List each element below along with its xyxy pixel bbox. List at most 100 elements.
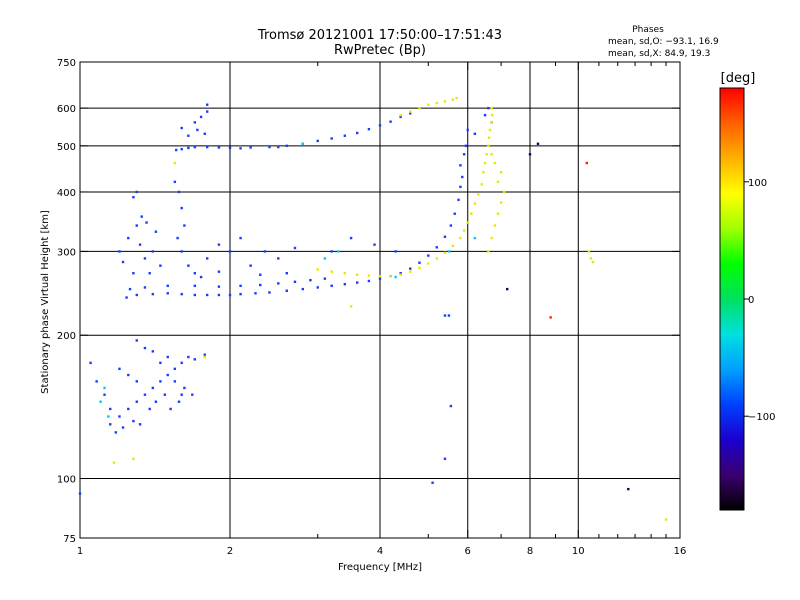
data-point [443, 251, 447, 255]
data-point [159, 361, 162, 365]
data-point [180, 147, 183, 151]
data-point [228, 250, 232, 253]
data-point [277, 257, 280, 260]
y-tick-label: 600 [57, 104, 76, 115]
data-point [459, 164, 462, 167]
data-point [473, 236, 477, 240]
data-point [473, 132, 477, 135]
data-point [177, 400, 181, 403]
colorbar-bar [719, 87, 745, 511]
data-point [239, 147, 242, 150]
data-point [135, 339, 138, 342]
data-point [135, 293, 138, 297]
data-point [205, 145, 209, 149]
data-point [191, 393, 194, 396]
data-point [166, 284, 169, 288]
data-point [277, 282, 280, 285]
data-point [277, 145, 280, 149]
x-tick-label: 10 [572, 546, 585, 557]
data-point [132, 419, 135, 423]
data-point [285, 144, 288, 148]
data-point [373, 243, 376, 246]
data-point [293, 246, 297, 250]
data-point [135, 224, 138, 227]
data-point [466, 221, 469, 224]
data-point [118, 250, 121, 253]
data-point [399, 113, 402, 117]
data-point [389, 275, 392, 278]
data-point [217, 270, 221, 273]
data-point [239, 236, 242, 240]
data-point [217, 146, 221, 149]
data-point [399, 115, 402, 119]
data-point [349, 236, 353, 240]
data-point [143, 346, 147, 350]
data-point [443, 457, 447, 461]
data-point [418, 106, 421, 110]
data-point [447, 314, 451, 317]
y-tick-label: 100 [57, 475, 76, 486]
data-point [183, 386, 186, 390]
data-point [151, 386, 155, 390]
data-point [466, 128, 469, 132]
data-point [193, 358, 197, 361]
data-point [176, 236, 179, 240]
data-point [461, 175, 464, 179]
data-point [549, 316, 552, 319]
data-point [127, 236, 130, 240]
data-point [316, 268, 319, 271]
data-point [453, 212, 456, 215]
data-point [177, 190, 181, 194]
data-point [496, 212, 500, 215]
data-point [449, 224, 453, 227]
colorbar-tick-label: −100 [748, 412, 775, 423]
data-point [135, 400, 138, 403]
data-point [183, 224, 186, 227]
data-point [389, 120, 392, 123]
data-point [427, 254, 430, 257]
y-tick-label: 75 [63, 534, 76, 545]
data-point [180, 126, 183, 130]
data-point [394, 250, 397, 253]
data-point [355, 131, 359, 135]
data-point [109, 407, 112, 411]
data-point [103, 386, 106, 390]
data-point [228, 146, 232, 150]
data-point [399, 273, 402, 276]
y-tick-label: 200 [57, 331, 76, 342]
data-point [462, 229, 466, 232]
data-point [132, 195, 135, 199]
data-point [193, 293, 197, 297]
data-point [175, 148, 178, 152]
data-point [490, 106, 493, 110]
data-point [464, 144, 468, 148]
data-point [409, 270, 412, 273]
data-point [114, 431, 118, 434]
data-point [330, 250, 333, 253]
data-point [145, 221, 148, 224]
data-point [343, 283, 347, 286]
data-point [239, 284, 242, 288]
data-point [451, 244, 455, 248]
data-point [151, 292, 155, 296]
data-point [228, 293, 232, 297]
data-point [449, 404, 453, 408]
data-point [205, 293, 209, 297]
data-point [528, 153, 532, 156]
data-point [493, 224, 497, 227]
colorbar: 100 0 −100 [719, 87, 775, 511]
data-point [173, 161, 177, 165]
data-point [132, 272, 135, 275]
x-axis-label: Frequency [MHz] [338, 562, 422, 573]
data-point [143, 286, 147, 289]
data-point [323, 257, 327, 260]
data-point [459, 185, 462, 189]
data-point [349, 305, 353, 308]
colorbar-tick-label: 100 [748, 178, 767, 189]
data-point [166, 373, 169, 377]
data-point [107, 415, 110, 418]
data-point [491, 113, 494, 117]
data-point [505, 287, 509, 291]
phase-stats-title: Phases [632, 25, 664, 35]
